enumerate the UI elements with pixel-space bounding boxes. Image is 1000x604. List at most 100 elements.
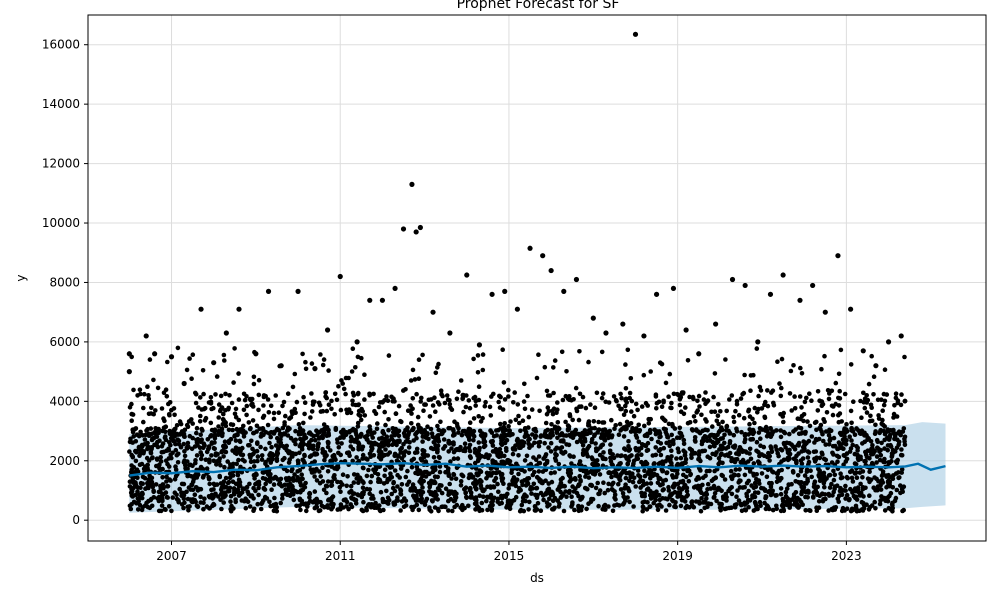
data-point [428,426,434,432]
data-point [532,508,538,513]
data-point [715,438,720,443]
data-point [740,485,746,490]
data-point [829,388,835,394]
data-point [739,429,744,435]
data-point [204,466,210,471]
data-point [569,504,574,509]
data-point [257,426,263,432]
data-point [887,479,893,485]
data-point [653,392,659,398]
data-point [577,459,583,464]
data-point [233,406,239,412]
data-point [774,493,779,498]
data-point [487,404,493,410]
data-point [898,483,903,488]
data-point [875,439,880,445]
data-point [837,488,843,494]
data-point [308,415,313,420]
data-point [779,475,784,481]
data-point [513,443,518,449]
data-point [290,466,295,472]
data-point [248,398,254,403]
data-point [671,391,677,397]
data-point [549,422,554,427]
data-point [224,484,229,490]
outlier-point [489,291,495,297]
data-point [548,440,554,446]
data-point [839,419,844,424]
data-point [827,427,832,433]
data-point [212,427,218,433]
data-point [791,444,796,450]
data-point [356,390,361,396]
y-tick-label: 14000 [42,97,80,111]
data-point [259,457,265,462]
outlier-point [181,380,187,387]
data-point [881,402,887,408]
data-point [214,462,219,467]
data-point [747,446,753,452]
data-point [625,347,631,353]
data-point [343,391,348,397]
data-point [823,496,828,502]
data-point [542,440,547,446]
data-point [617,478,623,483]
data-point [572,507,577,513]
data-point [300,437,306,443]
data-point [754,346,760,351]
data-point [838,432,844,438]
data-point [228,493,234,499]
data-point [410,367,416,373]
data-point [194,425,200,431]
data-point [423,435,429,440]
data-point [403,439,409,444]
data-point [601,450,606,455]
data-point [627,499,632,505]
data-point [742,507,748,512]
data-point [212,435,218,441]
data-point [534,375,540,381]
data-point [642,468,647,474]
data-point [559,438,564,444]
outlier-point [696,351,702,357]
data-point [446,473,452,479]
data-point [620,502,626,507]
data-point [859,491,864,497]
data-point [386,417,391,422]
data-point [423,402,429,407]
data-point [130,454,136,460]
data-point [878,487,884,492]
data-point [893,471,899,476]
data-point [880,408,885,414]
data-point [447,481,453,487]
data-point [208,420,214,426]
data-point [360,444,366,450]
data-point [671,438,676,443]
data-point [501,481,506,487]
data-point [702,434,708,439]
forecast-line [129,461,946,477]
data-point [769,446,774,452]
data-point [705,487,710,492]
data-point [480,367,486,373]
data-point [731,414,736,420]
data-point [506,486,512,491]
data-point [686,468,692,474]
data-point [591,419,597,424]
data-point [666,488,672,493]
data-point [888,490,894,496]
data-point [655,503,660,509]
data-point [181,505,186,511]
data-point [507,433,513,438]
data-point [564,494,569,500]
data-point [256,485,261,491]
data-point [237,438,242,444]
data-point [375,421,380,426]
data-point [530,472,536,478]
data-point [392,468,398,473]
data-point [414,446,420,452]
data-point [592,405,598,411]
data-point [712,371,718,376]
data-point [863,459,868,464]
data-point [148,449,154,455]
